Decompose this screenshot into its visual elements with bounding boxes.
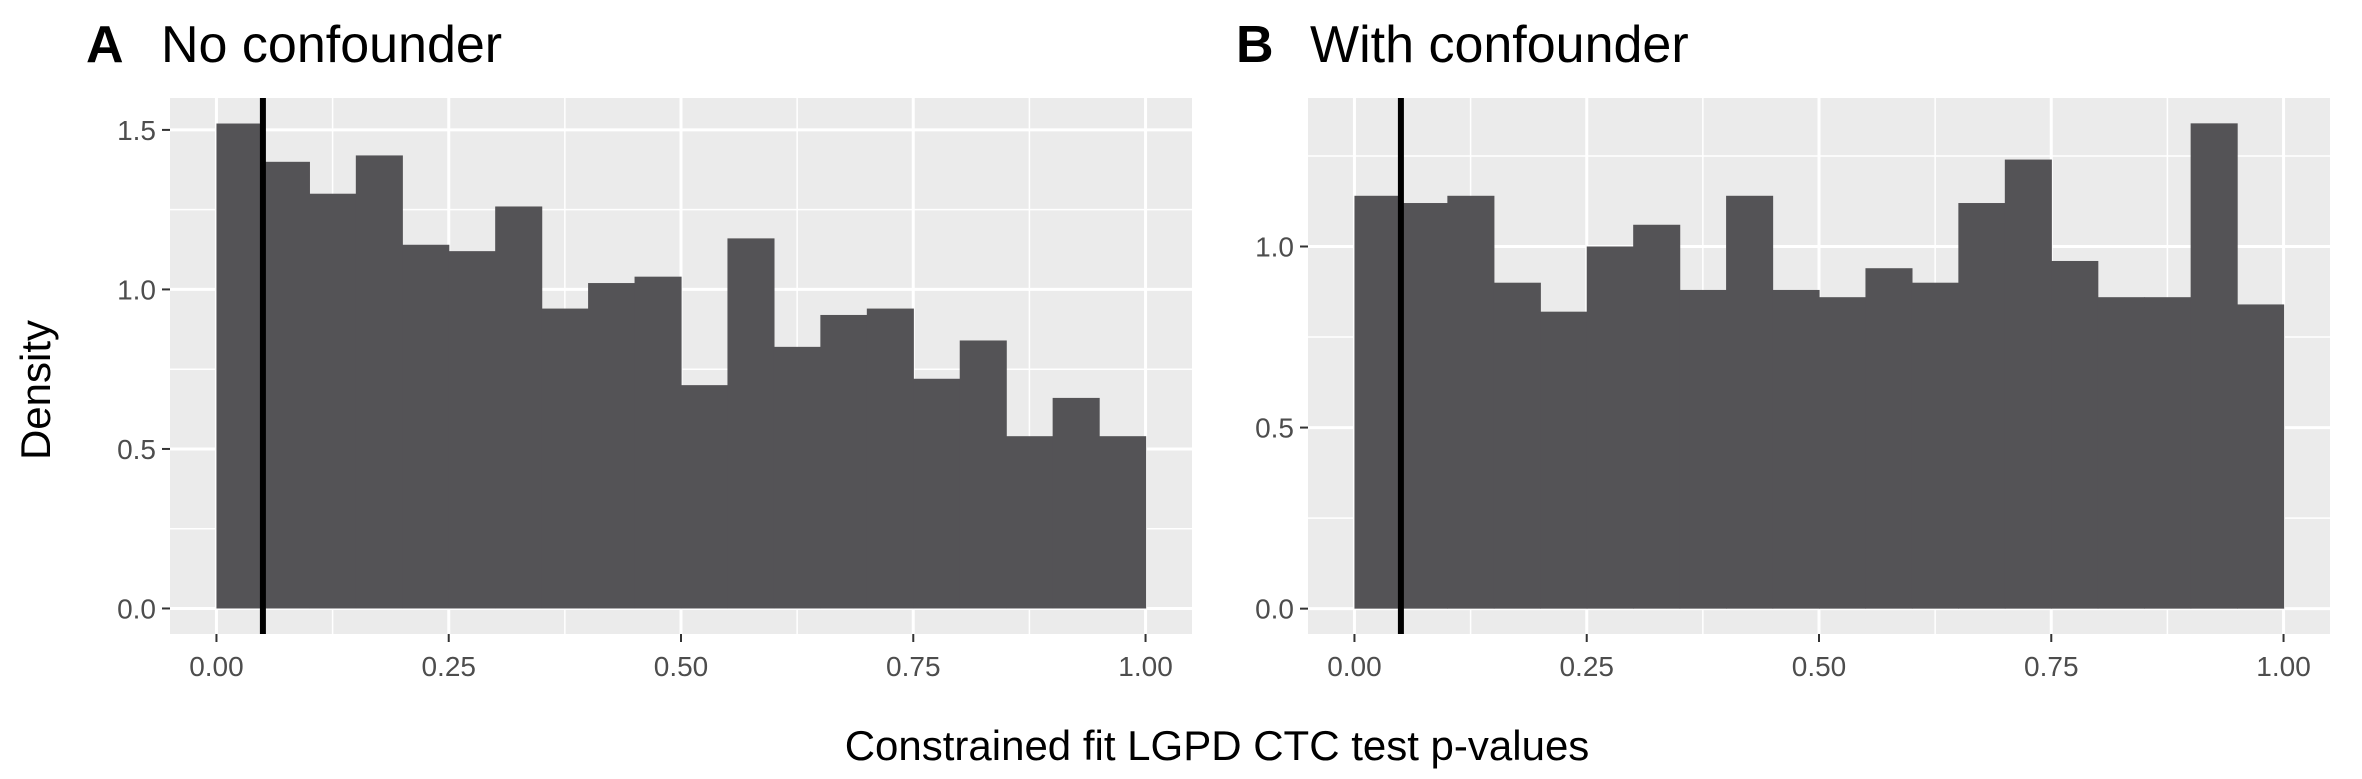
panel-a-bar <box>262 161 310 609</box>
panel-b-bar <box>1679 289 1727 609</box>
panel-b-y-tick-label: 0.5 <box>1255 413 1294 444</box>
panel-a-bar <box>634 276 682 609</box>
panel-b-bar <box>1865 268 1913 609</box>
panel-a-bar <box>727 238 775 609</box>
panel-a-y-axis: 0.0 0.5 1.0 1.5 <box>117 115 170 624</box>
panel-b-bar <box>1772 289 1820 609</box>
panel-a-bar <box>588 283 636 609</box>
panel-a-bar <box>681 385 729 609</box>
y-axis-title: Density <box>12 320 59 460</box>
panel-b-x-tick-label: 0.75 <box>2024 651 2079 682</box>
panel-a-bar <box>1099 436 1147 609</box>
panel-a-bar <box>959 340 1007 609</box>
panel-a-bar <box>913 378 961 609</box>
panel-a-y-tick-label: 0.0 <box>117 593 156 624</box>
panel-a-letter: A <box>86 16 124 74</box>
panel-b-x-tick-label: 0.50 <box>1792 651 1847 682</box>
panel-b-bar <box>1493 282 1541 609</box>
panel-a-y-tick-label: 1.5 <box>117 115 156 146</box>
panel-a-bar <box>773 346 821 609</box>
panel-b-bar <box>1633 224 1681 609</box>
panel-b-bar <box>2237 304 2285 609</box>
panel-a-title: No confounder <box>161 16 502 74</box>
panel-b-x-axis: 0.00 0.25 0.50 0.75 1.00 <box>1327 634 2311 682</box>
panel-a-bar <box>355 155 403 609</box>
panel-b-bar <box>2190 123 2238 609</box>
panel-b: B With confounder 0.0 0.5 1.0 0.00 0.25 0.50… <box>1236 16 2330 682</box>
panel-b-bar <box>1540 311 1588 609</box>
panel-b-bar <box>1958 203 2006 609</box>
panel-b-bar <box>1354 195 1402 609</box>
panel-b-bars <box>1354 123 2285 609</box>
panel-a-x-tick-label: 0.75 <box>886 651 941 682</box>
panel-a-y-tick-label: 1.0 <box>117 274 156 305</box>
panel-a-bar <box>402 244 450 609</box>
panel-b-bar <box>2144 297 2192 609</box>
panel-a: A No confounder 0.0 0.5 1.0 1.5 0.00 0.25 0.5… <box>86 16 1192 682</box>
panel-b-bar <box>1447 195 1495 609</box>
panel-b-bar <box>1586 246 1634 609</box>
panel-b-bar <box>1819 297 1867 609</box>
panel-b-title: With confounder <box>1310 16 1689 74</box>
panel-a-bar <box>216 123 264 609</box>
panel-a-y-tick-label: 0.5 <box>117 434 156 465</box>
panel-a-bar <box>448 251 496 609</box>
panel-b-y-tick-label: 1.0 <box>1255 231 1294 262</box>
panel-a-bar <box>1006 436 1054 609</box>
panel-b-bar <box>1726 195 1774 609</box>
panel-a-bar <box>309 193 357 609</box>
panel-a-bar <box>541 308 589 609</box>
panel-b-bar <box>1911 282 1959 609</box>
panel-b-x-tick-label: 0.25 <box>1559 651 1614 682</box>
panel-b-bar <box>2051 260 2099 609</box>
panel-b-y-tick-label: 0.0 <box>1255 594 1294 625</box>
panel-a-bar <box>866 308 914 609</box>
panel-b-letter: B <box>1236 16 1274 74</box>
panel-a-x-axis: 0.00 0.25 0.50 0.75 1.00 <box>189 634 1173 682</box>
panel-b-bar <box>1400 203 1448 609</box>
panel-a-x-tick-label: 0.25 <box>421 651 476 682</box>
panel-b-x-tick-label: 0.00 <box>1327 651 1382 682</box>
panel-a-bar <box>1052 397 1100 609</box>
panel-a-bar <box>820 314 868 609</box>
panel-b-bar <box>2004 159 2052 609</box>
panel-a-x-tick-label: 1.00 <box>1118 651 1173 682</box>
x-axis-title: Constrained fit LGPD CTC test p-values <box>845 722 1590 769</box>
panel-a-x-tick-label: 0.00 <box>189 651 244 682</box>
panel-a-bars <box>216 123 1147 609</box>
panel-b-y-axis: 0.0 0.5 1.0 <box>1255 231 1308 625</box>
panel-b-x-tick-label: 1.00 <box>2256 651 2311 682</box>
panel-a-x-tick-label: 0.50 <box>654 651 709 682</box>
panel-b-bar <box>2097 297 2145 609</box>
panel-a-bar <box>495 206 543 609</box>
